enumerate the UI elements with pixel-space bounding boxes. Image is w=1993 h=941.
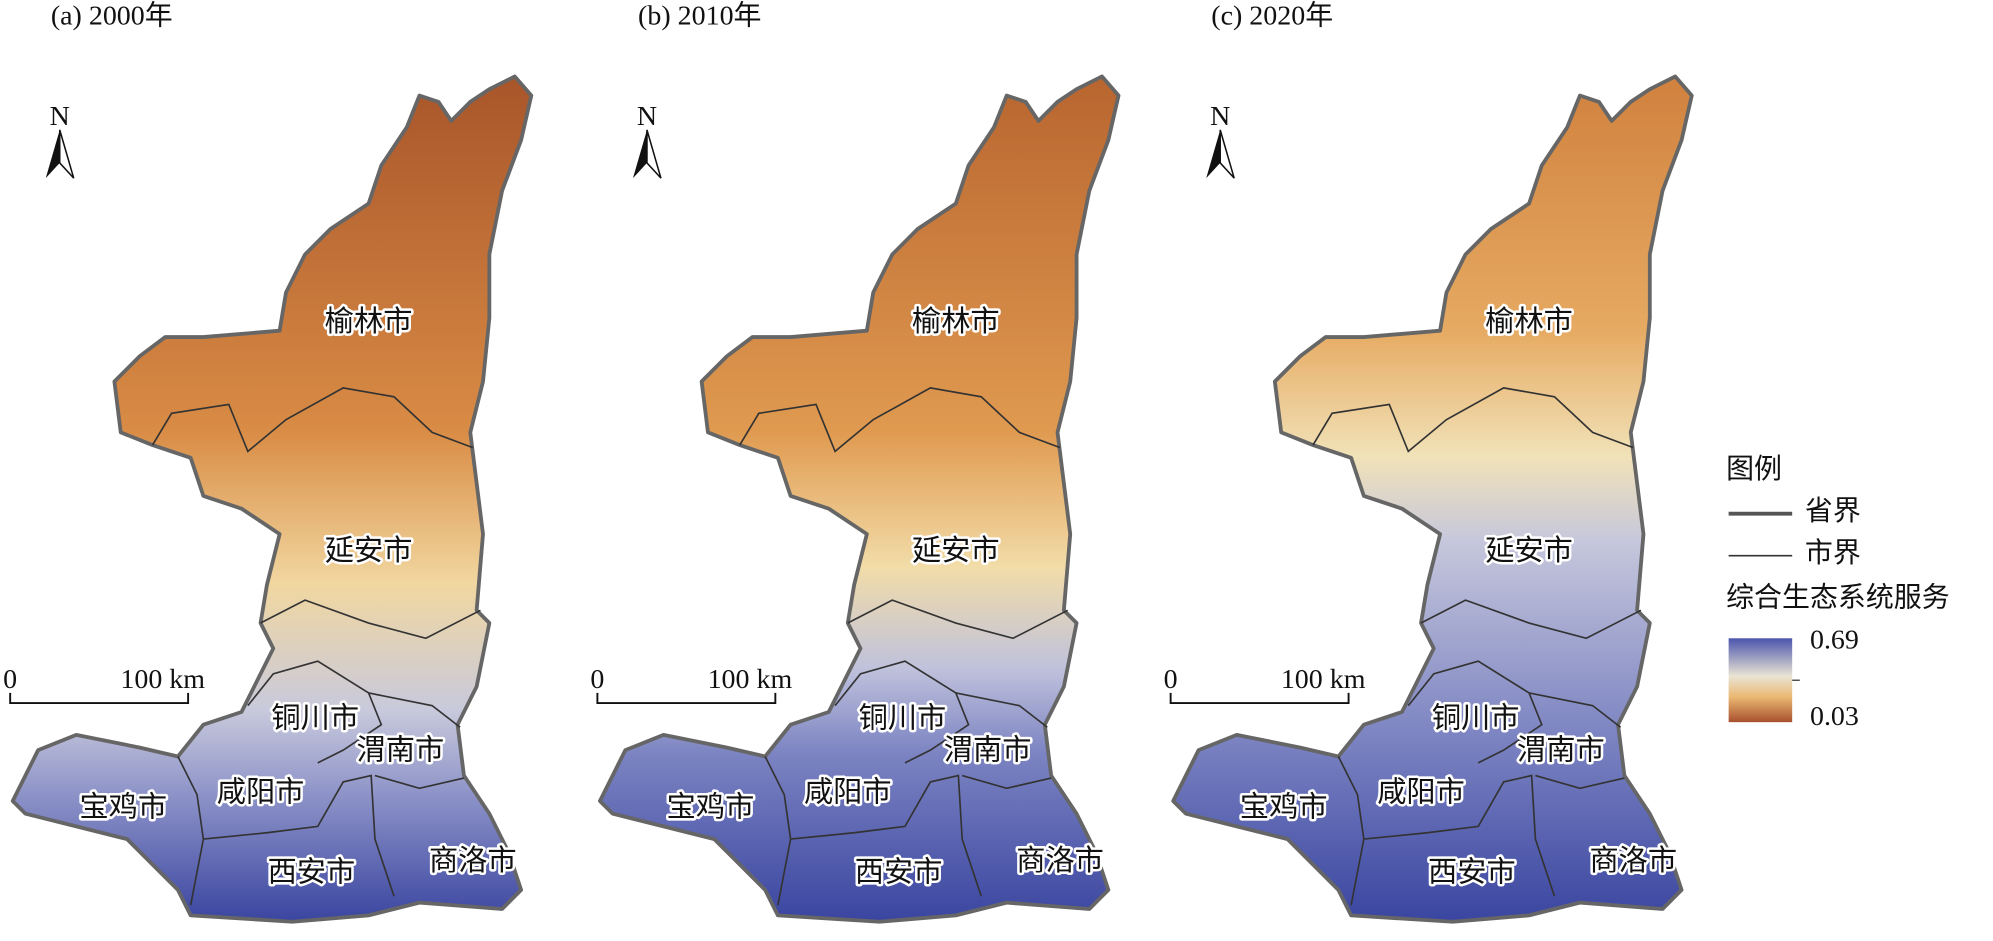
city-label: 宝鸡市 <box>79 791 167 824</box>
city-label: 榆林市 <box>325 305 413 338</box>
city-boundary <box>151 387 474 453</box>
city-label: 延安市 <box>325 534 413 567</box>
city-label: 宝鸡市 <box>667 791 755 824</box>
city-label: 咸阳市 <box>217 775 305 808</box>
north-arrow <box>646 129 662 179</box>
north-arrow <box>45 129 60 179</box>
north-arrow <box>632 129 647 179</box>
city-label: 商洛市 <box>429 844 517 877</box>
legend-item: 市界 <box>1805 537 1861 569</box>
city-label: 榆林市 <box>912 305 1000 338</box>
legend-item: 省界 <box>1805 495 1861 527</box>
panel-title: (a) 2000年 <box>51 0 173 31</box>
legend-title: 图例 <box>1726 453 1782 485</box>
city-boundary <box>260 599 481 640</box>
legend: 图例 省界 市界 综合生态系统服务 0.69 0.03 <box>1726 453 1950 732</box>
city-boundary <box>955 692 1048 728</box>
city-label: 宝鸡市 <box>1240 791 1328 824</box>
city-label: 咸阳市 <box>804 775 892 808</box>
province-area <box>10 74 534 924</box>
city-boundary <box>764 756 792 906</box>
city-boundary <box>1363 774 1556 897</box>
scale-bar <box>596 692 777 705</box>
city-label: 商洛市 <box>1016 844 1104 877</box>
colorbar-title: 综合生态系统服务 <box>1726 582 1950 614</box>
city-label: 渭南市 <box>944 733 1032 766</box>
north-label: N <box>637 101 657 132</box>
province-area <box>1171 74 1694 924</box>
city-label: 渭南市 <box>357 733 445 766</box>
city-label: 延安市 <box>1485 534 1573 567</box>
scale-bar <box>1169 692 1350 705</box>
city-label: 铜川市 <box>1432 702 1520 735</box>
north-label: N <box>1210 101 1230 132</box>
city-boundary <box>1337 756 1365 906</box>
north-arrow <box>1219 129 1235 179</box>
scale-label: 100 km <box>708 664 793 695</box>
scale-label: 0 <box>3 664 17 695</box>
city-label: 咸阳市 <box>1377 775 1465 808</box>
city-boundary <box>203 774 395 897</box>
city-boundary <box>847 599 1069 640</box>
city-label: 延安市 <box>912 534 1000 567</box>
province-area <box>598 74 1121 924</box>
city-label: 榆林市 <box>1485 305 1573 338</box>
city-boundary <box>1528 692 1622 728</box>
colorbar-min: 0.03 <box>1810 701 1859 732</box>
city-boundary <box>374 774 465 790</box>
scale-label: 0 <box>590 664 604 695</box>
city-boundary <box>739 387 1061 453</box>
city-label: 西安市 <box>855 855 943 888</box>
city-label: 商洛市 <box>1589 844 1677 877</box>
city-label: 铜川市 <box>859 702 947 735</box>
scale-bar <box>9 692 190 705</box>
city-boundary <box>177 756 205 906</box>
city-boundary <box>1312 387 1634 453</box>
scale-label: 100 km <box>120 664 205 695</box>
panel-title: (b) 2010年 <box>638 0 761 31</box>
city-label: 西安市 <box>268 855 356 888</box>
city-boundary <box>1420 599 1642 640</box>
city-boundary <box>1535 774 1625 790</box>
city-boundary <box>961 774 1052 790</box>
city-label: 渭南市 <box>1517 733 1605 766</box>
panel-title: (c) 2020年 <box>1211 0 1333 31</box>
colorbar-max: 0.69 <box>1810 625 1859 656</box>
city-boundary <box>368 692 461 728</box>
city-label: 铜川市 <box>271 702 359 735</box>
city-label: 西安市 <box>1428 855 1516 888</box>
colorbar <box>1728 638 1793 723</box>
north-label: N <box>50 101 70 132</box>
scale-label: 100 km <box>1281 664 1366 695</box>
scale-label: 0 <box>1164 664 1178 695</box>
north-arrow <box>1206 129 1221 179</box>
north-arrow <box>58 129 75 179</box>
city-boundary <box>790 774 983 897</box>
